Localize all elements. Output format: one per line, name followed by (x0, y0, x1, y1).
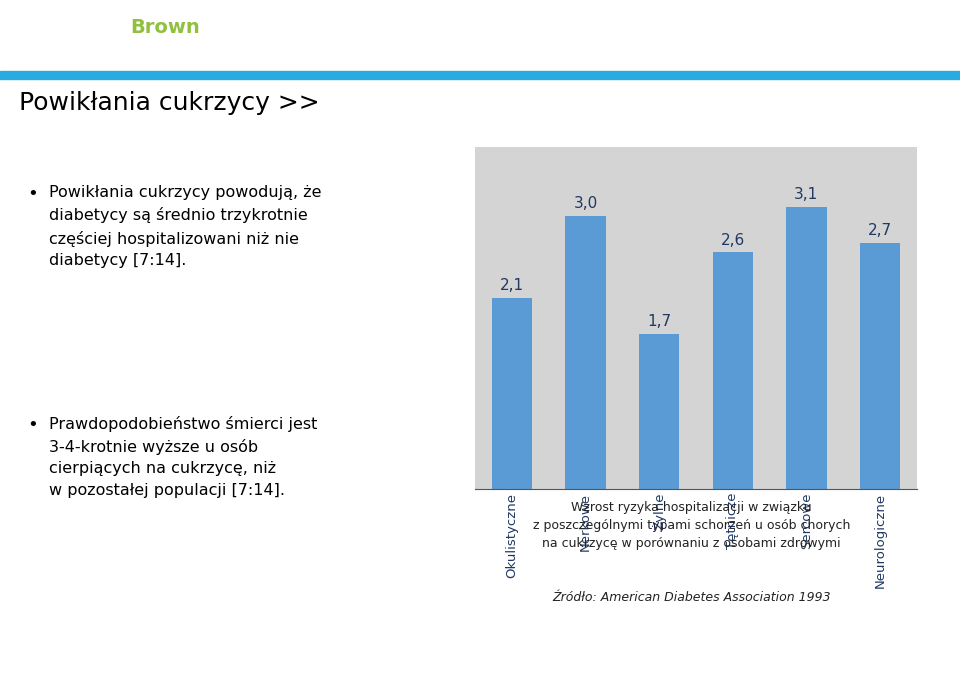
Text: •: • (28, 185, 38, 203)
Bar (565, 215, 606, 488)
Text: 2,7: 2,7 (868, 224, 892, 239)
Text: Prawdopodobieństwo śmierci jest
3-4-krotnie wyższe u osób
cierpiących na cukrzyc: Prawdopodobieństwo śmierci jest 3-4-krot… (49, 416, 317, 498)
Text: Powikłania cukrzycy >>: Powikłania cukrzycy >> (19, 91, 320, 115)
Bar (0, 71, 960, 79)
Bar (639, 334, 680, 488)
Text: ◆: ◆ (22, 16, 41, 40)
Text: •: • (28, 416, 38, 434)
Text: Powikłania cukrzycy powodują, że
diabetycy są średnio trzykrotnie
częściej hospi: Powikłania cukrzycy powodują, że diabety… (49, 185, 322, 268)
Text: 3,1: 3,1 (794, 187, 819, 202)
Text: 1,7: 1,7 (647, 314, 671, 329)
Text: 3,0: 3,0 (573, 196, 598, 211)
Text: Brown: Brown (130, 18, 200, 37)
Bar (860, 243, 900, 488)
Bar (712, 252, 753, 488)
Text: Wzrost ryzyka hospitalizacji w związku
z poszczególnymi typami schorzeń u osób c: Wzrost ryzyka hospitalizacji w związku z… (533, 501, 850, 549)
Bar (786, 206, 827, 488)
Bar (492, 298, 532, 488)
Text: 2,1: 2,1 (500, 278, 524, 293)
Text: Źródło: American Diabetes Association 1993: Źródło: American Diabetes Association 19… (552, 591, 830, 604)
Text: Millward: Millward (55, 18, 149, 37)
Text: SMG/KRC: SMG/KRC (58, 48, 137, 62)
Text: 2,6: 2,6 (721, 233, 745, 248)
